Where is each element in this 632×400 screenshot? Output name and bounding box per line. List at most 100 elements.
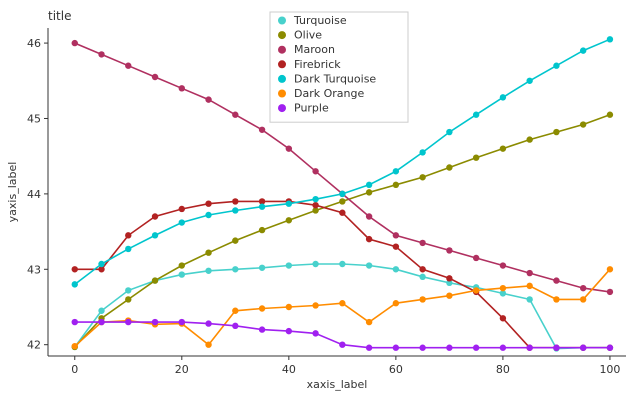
- point-maroon: [232, 111, 239, 118]
- point-maroon: [98, 51, 105, 58]
- x-tick-label: 100: [599, 363, 620, 376]
- point-firebrick: [499, 315, 507, 322]
- point-purple: [446, 344, 453, 351]
- y-tick-label: 43: [27, 263, 41, 276]
- point-purple: [365, 344, 373, 351]
- point-purple: [71, 318, 78, 326]
- point-purple: [606, 344, 614, 351]
- point-dark-orange: [312, 302, 319, 309]
- point-turquoise: [365, 262, 373, 269]
- point-dark-turquoise: [205, 211, 212, 219]
- legend-marker-purple: [278, 104, 286, 113]
- legend-marker-turquoise: [278, 16, 286, 25]
- point-dark-orange: [392, 300, 400, 307]
- plot-area: [71, 36, 614, 352]
- x-tick-label: 20: [175, 363, 189, 376]
- point-firebrick: [98, 266, 105, 273]
- point-dark-turquoise: [579, 47, 587, 54]
- point-turquoise: [232, 266, 239, 273]
- point-firebrick: [71, 266, 78, 273]
- point-olive: [606, 111, 614, 118]
- point-purple: [526, 344, 533, 351]
- point-turquoise: [392, 266, 400, 273]
- point-olive: [285, 217, 293, 224]
- chart-title: title: [48, 9, 71, 23]
- point-purple: [125, 318, 132, 326]
- point-purple: [553, 344, 560, 351]
- point-purple: [419, 344, 426, 351]
- legend-label-maroon: Maroon: [294, 43, 335, 56]
- point-dark-orange: [71, 342, 78, 350]
- point-olive: [499, 145, 507, 152]
- point-turquoise: [446, 279, 453, 287]
- legend-marker-dark-turquoise: [278, 74, 286, 83]
- point-maroon: [472, 254, 480, 262]
- point-dark-turquoise: [553, 62, 560, 69]
- x-tick-label: 60: [389, 363, 403, 376]
- point-purple: [285, 327, 293, 335]
- point-maroon: [392, 232, 400, 239]
- point-maroon: [526, 269, 533, 277]
- x-tick-label: 80: [496, 363, 510, 376]
- legend-box: [269, 11, 409, 123]
- point-dark-turquoise: [392, 168, 400, 175]
- point-purple: [312, 330, 319, 337]
- series-olive: [71, 111, 614, 351]
- point-maroon: [579, 284, 587, 292]
- x-tick-label: 0: [71, 363, 78, 376]
- point-dark-turquoise: [125, 245, 132, 253]
- point-dark-turquoise: [472, 111, 480, 118]
- point-firebrick: [392, 243, 400, 250]
- point-olive: [446, 164, 453, 171]
- point-dark-turquoise: [606, 36, 614, 43]
- point-olive: [151, 277, 159, 284]
- point-firebrick: [178, 205, 185, 213]
- series-line-olive: [74, 113, 611, 348]
- x-tick-label: 40: [282, 363, 296, 376]
- point-turquoise: [178, 271, 185, 278]
- point-olive: [553, 128, 560, 136]
- x-axis-title: xaxis_label: [307, 378, 368, 391]
- legend-label-dark-orange: Dark Orange: [294, 87, 364, 100]
- point-maroon: [125, 62, 132, 69]
- point-maroon: [258, 126, 266, 133]
- point-turquoise: [526, 296, 533, 303]
- point-firebrick: [339, 209, 346, 216]
- point-olive: [339, 198, 346, 205]
- point-maroon: [71, 39, 78, 47]
- point-dark-orange: [258, 305, 266, 312]
- legend-marker-maroon: [278, 45, 286, 54]
- point-firebrick: [151, 213, 159, 220]
- series-turquoise: [71, 260, 614, 352]
- point-maroon: [178, 85, 185, 92]
- legend-label-dark-turquoise: Dark Turquoise: [294, 72, 376, 85]
- point-firebrick: [312, 201, 319, 209]
- point-turquoise: [125, 287, 132, 294]
- point-olive: [205, 249, 212, 256]
- y-axis-title: yaxis_label: [6, 162, 19, 223]
- point-turquoise: [258, 264, 266, 271]
- point-purple: [579, 344, 587, 351]
- legend-marker-firebrick: [278, 60, 286, 69]
- point-maroon: [285, 145, 293, 152]
- point-turquoise: [312, 260, 319, 268]
- series-purple: [71, 318, 614, 351]
- point-dark-turquoise: [419, 149, 426, 156]
- point-dark-orange: [339, 300, 346, 307]
- point-maroon: [606, 288, 614, 296]
- point-olive: [392, 181, 400, 189]
- point-dark-turquoise: [178, 219, 185, 226]
- legend-label-olive: Olive: [294, 29, 322, 42]
- point-purple: [232, 322, 239, 330]
- point-maroon: [365, 213, 373, 220]
- point-turquoise: [339, 260, 346, 268]
- point-maroon: [499, 262, 507, 269]
- point-olive: [178, 262, 185, 269]
- point-dark-orange: [579, 296, 587, 303]
- point-firebrick: [125, 232, 132, 239]
- point-dark-orange: [285, 303, 293, 311]
- point-dark-orange: [419, 296, 426, 303]
- legend-label-turquoise: Turquoise: [293, 14, 347, 27]
- point-olive: [258, 226, 266, 234]
